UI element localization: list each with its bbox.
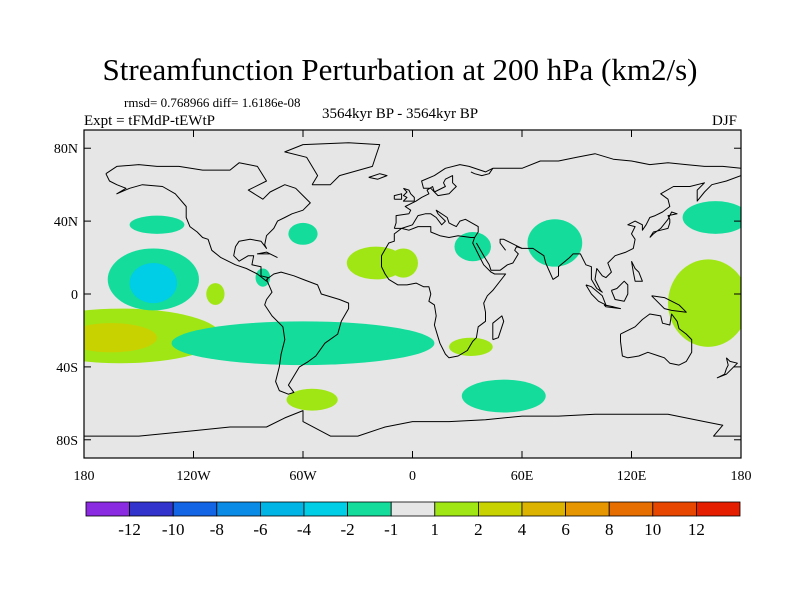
- colorbar-label: -1: [384, 520, 398, 539]
- coastline-18: [631, 260, 643, 282]
- coastline-0: [105, 162, 311, 282]
- colorbar-swatch: [129, 501, 174, 517]
- stats-text: rmsd= 0.768966 diff= 1.6186e-08: [124, 95, 301, 110]
- coastline-10: [368, 173, 388, 180]
- coastline-19: [492, 315, 505, 341]
- pos-region-east-atlantic: [388, 248, 418, 278]
- coastline-1: [284, 142, 381, 186]
- colorbar-label: 2: [474, 520, 483, 539]
- lon-tick-label: 180: [731, 469, 752, 484]
- coastline-7: [499, 238, 523, 251]
- lat-tick-label: 0: [71, 288, 78, 303]
- lat-tick-label: 40S: [56, 361, 78, 376]
- colorbar-swatch: [172, 501, 218, 517]
- colorbar-label: -2: [341, 520, 355, 539]
- colorbar-swatch: [259, 501, 305, 517]
- season-label: DJF: [712, 113, 738, 129]
- coastline-15: [603, 304, 621, 310]
- chart-title: Streamfunction Perturbation at 200 hPa (…: [102, 52, 698, 87]
- coastline-12: [716, 357, 738, 379]
- colorbar-swatch: [696, 501, 741, 517]
- colorbar-swatch: [652, 501, 697, 517]
- neg-region-north-pacific: [129, 215, 185, 234]
- coastline-4: [393, 153, 741, 229]
- colorbar-label: -12: [118, 520, 141, 539]
- pos-region-tropical-atlantic: [206, 283, 225, 305]
- colorbar-label: 12: [688, 520, 705, 539]
- coastline-17: [651, 295, 687, 313]
- colorbar-swatch: [608, 501, 654, 517]
- neg-region-north-atlantic: [288, 222, 318, 245]
- pos-region-west-pacific: [668, 259, 741, 347]
- colorbar-swatch: [85, 501, 130, 517]
- coastline-3: [381, 209, 507, 359]
- colorbar-label: -10: [162, 520, 185, 539]
- experiment-label: Expt = tFMdP-tEWtP: [84, 113, 215, 129]
- colorbar: -12 -10 -8 -6 -4 -2 -1 1 2 4 6 8 10 12: [85, 501, 741, 539]
- colorbar-label: 6: [561, 520, 570, 539]
- axis-ticks: 180 120W 60W 0 60E 120E 180 80N 40N 0 40S 80S: [54, 130, 752, 484]
- colorbar-label: -6: [253, 520, 267, 539]
- lon-tick-label: 120W: [176, 469, 211, 484]
- pos-region-south-africa: [449, 337, 493, 356]
- colorbar-swatch: [434, 501, 479, 517]
- colorbar-swatch: [477, 501, 523, 517]
- neg-region-mediterranean: [454, 232, 491, 262]
- coastlines: [84, 142, 741, 437]
- coastline-9: [393, 193, 403, 200]
- colorbar-label: 1: [431, 520, 440, 539]
- coastline-16: [610, 280, 629, 302]
- colorbar-label: -8: [210, 520, 224, 539]
- colorbar-label: 8: [605, 520, 614, 539]
- colorbar-swatch: [565, 501, 610, 517]
- lon-tick-label: 60E: [511, 469, 534, 484]
- lon-tick-label: 60W: [289, 469, 317, 484]
- coastline-20: [256, 251, 278, 259]
- lat-tick-label: 40N: [54, 215, 78, 230]
- lon-tick-label: 180: [74, 469, 95, 484]
- period-label: 3564kyr BP - 3564kyr BP: [322, 106, 479, 122]
- colorbar-swatch: [390, 501, 436, 517]
- colorbar-label: -4: [297, 520, 312, 539]
- pos-region-south-pacific-core: [84, 323, 157, 353]
- colorbar-swatch: [347, 501, 392, 517]
- coastline-2: [264, 271, 350, 395]
- pos-region-south-america: [286, 388, 338, 411]
- coastline-13: [649, 211, 678, 238]
- lon-tick-label: 0: [409, 469, 416, 484]
- neg-region-south-asia: [527, 219, 583, 267]
- pos-region-north-africa: [346, 246, 406, 280]
- lat-tick-label: 80N: [54, 142, 78, 157]
- colorbar-swatch: [216, 501, 261, 517]
- colorbar-label: 10: [644, 520, 661, 539]
- neg-region-southern-ocean: [461, 379, 546, 413]
- colorbar-swatch: [521, 501, 566, 517]
- coastline-21: [84, 410, 741, 437]
- lat-tick-label: 80S: [56, 434, 78, 449]
- coastline-6: [470, 168, 494, 177]
- colorbar-label: 4: [518, 520, 527, 539]
- neg-region-northwest-pacific: [682, 201, 741, 234]
- contour-fills: [84, 201, 741, 413]
- neg-region-south-atlantic: [171, 321, 435, 366]
- coastline-8: [402, 187, 415, 202]
- colorbar-swatch: [303, 501, 348, 517]
- neg-region-east-pacific-core: [129, 263, 178, 304]
- lon-tick-label: 120E: [617, 469, 647, 484]
- coastline-11: [620, 313, 693, 366]
- neg-region-caribbean: [255, 268, 271, 287]
